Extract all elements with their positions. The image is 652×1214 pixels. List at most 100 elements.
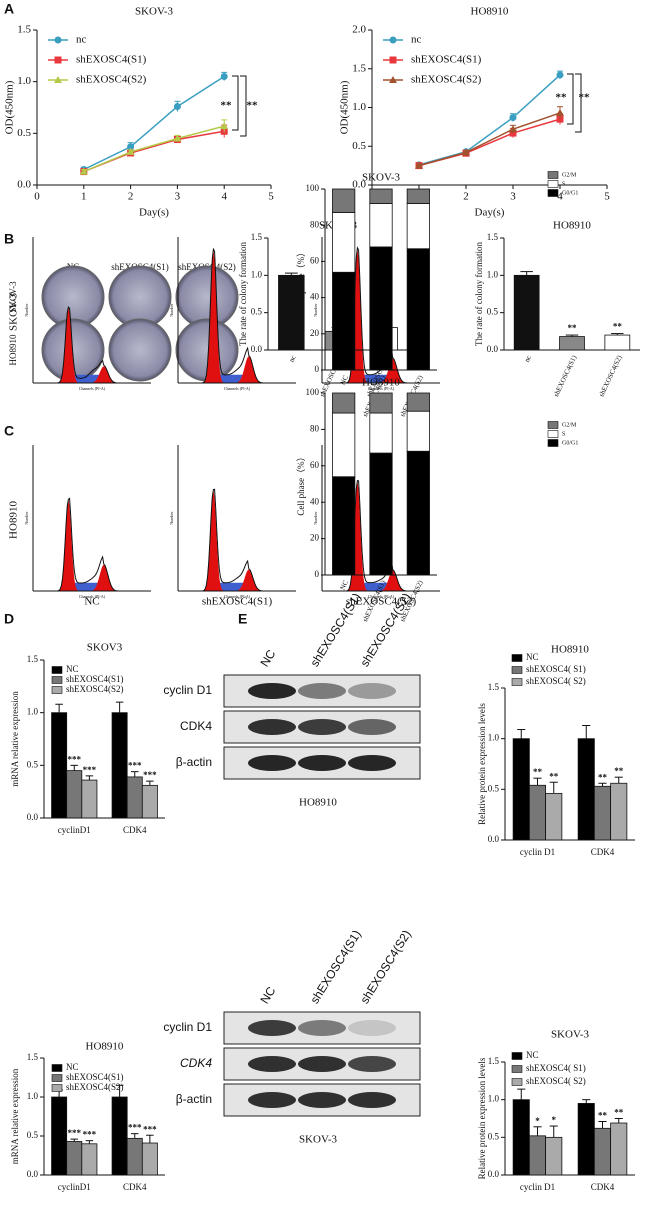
bar [406, 203, 430, 250]
y-tick-label: 0.5 [27, 1130, 39, 1140]
legend-swatch [547, 171, 559, 179]
blot-band [348, 1092, 396, 1108]
bar [278, 274, 305, 351]
y-tick-label: 0.0 [488, 1169, 500, 1179]
column-label: NC [84, 596, 99, 608]
bar [81, 779, 98, 819]
bar [332, 188, 356, 213]
marker [127, 143, 135, 151]
y-tick-label: 0.0 [487, 344, 499, 354]
bar [577, 1103, 595, 1176]
legend-label: G0/G1 [562, 190, 578, 196]
y-tick-label: 0.0 [17, 179, 31, 191]
legend-swatch [51, 686, 63, 694]
axis-label: Number [169, 511, 174, 525]
legend-swatch [547, 189, 559, 197]
blot-band [298, 755, 346, 771]
bar [369, 452, 393, 576]
legend-swatch [547, 421, 559, 429]
marker [462, 148, 470, 156]
blot-band [298, 1092, 346, 1108]
blot-row-label: CDK4 [180, 1056, 212, 1070]
blot-band [348, 1020, 396, 1036]
legend-label: shEXOSC4( S1) [526, 1063, 586, 1073]
axis-label: Number [169, 303, 174, 317]
bar [332, 271, 356, 371]
chart-title: HO8910 [551, 644, 589, 656]
blot-column-label: shEXOSC4(S1) [307, 591, 363, 670]
histogram-blue [322, 374, 440, 383]
significance: * [535, 1116, 540, 1126]
bracket [575, 73, 582, 133]
legend-swatch [547, 430, 559, 438]
bar [369, 392, 393, 414]
y-tick-label: 1.5 [488, 682, 500, 692]
panel-label: A [4, 1, 14, 17]
marker [54, 36, 62, 44]
significance: *** [83, 765, 97, 775]
histogram-red [33, 499, 151, 591]
series-line [83, 125, 225, 173]
y-axis-label: Relative protein expression levels [477, 1057, 487, 1179]
x-tick-label: 4 [557, 191, 563, 203]
legend-label: shEXOSC4(S2) [411, 74, 482, 86]
legend-label: NC [526, 1050, 539, 1060]
panel-label: B [4, 231, 14, 247]
panel-label: D [4, 611, 14, 627]
y-tick-label: 40 [310, 292, 320, 302]
y-tick-label: 60 [310, 460, 320, 470]
bar [332, 412, 356, 478]
legend-label: G0/G1 [562, 440, 578, 446]
histogram-outline [178, 488, 296, 592]
annotation: ** [221, 100, 233, 112]
marker [126, 147, 135, 155]
legend-label: S [562, 181, 565, 187]
bar [126, 1137, 143, 1176]
bar [406, 392, 430, 412]
bar [406, 450, 430, 576]
histogram-blue [33, 582, 151, 591]
chart-title: SKOV-3 [551, 1029, 590, 1041]
legend-label: shEXOSC4( S1) [526, 664, 586, 674]
legend-swatch [51, 1064, 63, 1072]
significance: *** [128, 1123, 142, 1133]
marker [389, 76, 397, 83]
y-axis-label: Cell phase（%） [296, 452, 306, 515]
legend-swatch [511, 666, 523, 674]
legend-label: NC [526, 652, 539, 662]
bar [369, 246, 393, 371]
axis-label: Channels (PI-A) [224, 594, 251, 599]
series-line [418, 112, 561, 167]
marker [509, 125, 517, 133]
blot-band [248, 1092, 296, 1108]
legend-label: S [562, 431, 565, 437]
legend-label: nc [411, 34, 422, 46]
histogram-outline [33, 497, 151, 592]
chart-title: HO8910 [86, 1041, 124, 1053]
bar [141, 784, 158, 819]
y-tick-label: 0.0 [27, 1169, 39, 1179]
bracket [240, 75, 247, 137]
blot-band [348, 755, 396, 771]
y-tick-label: 40 [310, 496, 320, 506]
y-tick-label: 20 [310, 328, 320, 338]
blot-row-label: β-actin [176, 755, 212, 769]
blot-row-label: cyclin D1 [163, 683, 212, 697]
blot-row-label: CDK4 [180, 719, 212, 733]
x-tick-label: 5 [268, 191, 274, 203]
y-tick-label: 0.5 [352, 140, 366, 152]
annotation: ** [556, 92, 568, 104]
x-tick-label: CDK4 [591, 1182, 615, 1192]
chart-title: HO8910 [471, 6, 509, 18]
significance: ** [549, 771, 559, 781]
x-tick-label: 4 [221, 191, 227, 203]
blot-band [348, 1056, 396, 1072]
histogram-red [178, 489, 296, 591]
x-axis-label: Day(s) [475, 207, 505, 219]
histogram-blue [33, 374, 151, 383]
significance: *** [128, 761, 142, 771]
y-tick-label: 2.0 [352, 24, 366, 36]
bar [111, 712, 128, 819]
panel-label: E [238, 611, 247, 627]
blot-band [298, 1056, 346, 1072]
